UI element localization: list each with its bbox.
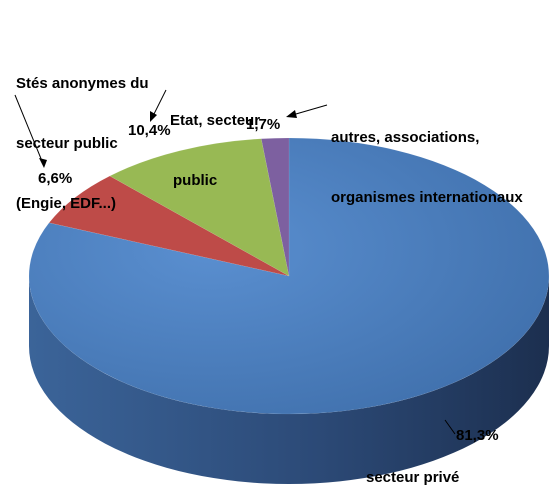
pie-side-walls <box>29 276 549 484</box>
label-autres-line2: organismes internationaux <box>331 189 523 206</box>
pie-top-faces <box>28 137 550 415</box>
label-autres-line1: autres, associations, <box>331 129 480 146</box>
label-etat-line2: public <box>173 172 218 189</box>
arrowhead-etat <box>150 111 157 122</box>
pie-slice-etat-secteur-public <box>109 138 290 277</box>
leader-line-prive <box>444 419 456 435</box>
leader-line-stes <box>14 94 45 167</box>
label-stes-line1: Stés anonymes du <box>16 75 149 92</box>
pie-slice-autres-associations-organismes-internationaux <box>260 137 290 277</box>
arrowhead-stes <box>39 158 47 168</box>
leader-lines <box>14 89 456 435</box>
label-etat-line1: Etat, secteur <box>170 112 261 129</box>
pie-slice-st-s-anonymes-du-secteur-public-engie-edf <box>48 175 290 277</box>
data-label-stes: 6,6% <box>38 170 73 187</box>
data-label-autres: 1,7% <box>246 116 281 133</box>
pie-side-secteur-priv <box>29 276 549 484</box>
label-stes: Stés anonymes du secteur public (Engie, … <box>16 34 149 234</box>
label-prive: secteur privé <box>366 469 460 486</box>
data-label-prive: 81,3% <box>456 427 499 444</box>
pie-slice-secteur-priv <box>28 137 550 415</box>
label-autres: autres, associations, organismes interna… <box>331 88 523 228</box>
label-etat: Etat, secteur public <box>170 71 260 211</box>
data-label-etat: 10,4% <box>128 122 171 139</box>
label-stes-line2: secteur public <box>16 135 118 152</box>
arrowhead-autres <box>286 110 297 118</box>
label-stes-line3: (Engie, EDF...) <box>16 195 117 212</box>
